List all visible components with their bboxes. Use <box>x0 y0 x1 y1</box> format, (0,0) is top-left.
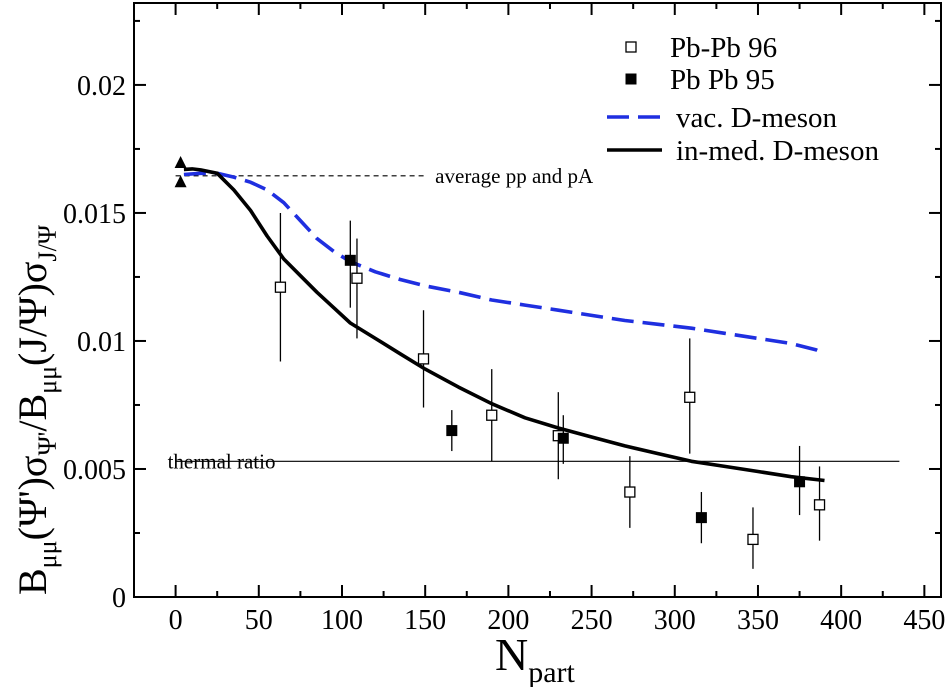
x-tick-label: 250 <box>571 605 613 636</box>
filled-square-marker <box>344 254 356 266</box>
y-axis-label-part: J/Ψ <box>33 224 62 261</box>
x-axis-label-sub: part <box>528 656 575 687</box>
plot-frame <box>133 2 942 598</box>
y-tick-label: 0.005 <box>63 455 126 486</box>
y-axis-label-part: (Ψ')σ <box>10 456 55 541</box>
filled-triangle-marker <box>174 156 187 169</box>
reference-line-label: average pp and pA <box>435 164 594 188</box>
legend-filled-square-icon <box>625 73 637 85</box>
y-axis-label-part: B <box>10 568 55 595</box>
x-tick-label: 150 <box>404 605 446 636</box>
filled-square-marker <box>695 512 707 524</box>
x-tick-label: 200 <box>487 605 529 636</box>
axis-ticks <box>133 3 941 598</box>
error-bars <box>279 212 821 569</box>
model-curves <box>183 167 826 483</box>
legend-label: vac. D-meson <box>676 102 838 134</box>
legend-open-square-icon <box>625 41 637 53</box>
filled-square-marker <box>794 476 806 488</box>
y-axis-label-part: μμ <box>33 540 62 568</box>
legend-label: in-med. D-meson <box>676 135 879 167</box>
open-square-marker <box>486 409 498 421</box>
x-tick-label: 400 <box>820 605 862 636</box>
x-tick-label: 450 <box>903 605 945 636</box>
open-square-marker <box>813 499 826 511</box>
legend-label: Pb Pb 95 <box>670 64 775 96</box>
open-square-marker <box>684 391 696 403</box>
open-square-marker <box>351 272 363 284</box>
open-square-marker <box>417 353 430 365</box>
y-axis-label-part: μμ <box>33 366 62 394</box>
open-square-marker <box>624 486 636 498</box>
y-axis-label-part: Ψ' <box>33 432 62 456</box>
open-square-marker <box>274 281 287 293</box>
y-axis-label: Bμμ(Ψ')σΨ'/Bμμ(J/Ψ)σJ/Ψ <box>10 224 62 595</box>
open-square-marker <box>747 533 759 546</box>
y-tick-label: 0.015 <box>63 199 126 230</box>
x-tick-label: 350 <box>737 605 779 636</box>
y-axis-label-part: /B <box>10 394 55 432</box>
in-med-d-meson-curve <box>183 167 825 483</box>
x-axis-label-main: N <box>495 629 528 680</box>
legend-label: Pb-Pb 96 <box>670 32 777 64</box>
y-axis-label-part: (J/Ψ)σ <box>10 262 55 366</box>
axis-tick-labels: 0 50 100 150 200 250 300 350 400 450 0 0.005 0.01 0.0… <box>63 71 945 636</box>
reference-line-label: thermal ratio <box>168 449 276 473</box>
x-tick-label: 300 <box>654 605 696 636</box>
reference-lines: average pp and pA thermal ratio <box>168 164 900 473</box>
y-tick-label: 0.01 <box>77 327 126 358</box>
y-tick-label: 0.02 <box>77 71 126 102</box>
filled-triangle-marker <box>174 175 187 188</box>
x-tick-label: 100 <box>321 605 363 636</box>
y-tick-label: 0 <box>112 583 126 614</box>
x-tick-label: 50 <box>245 605 273 636</box>
filled-square-marker <box>446 425 458 437</box>
x-axis-label: Npart <box>495 629 576 687</box>
filled-square-marker <box>557 432 569 444</box>
vac-d-meson-curve <box>183 171 826 356</box>
data-markers <box>174 156 826 546</box>
x-tick-label: 0 <box>169 605 183 636</box>
